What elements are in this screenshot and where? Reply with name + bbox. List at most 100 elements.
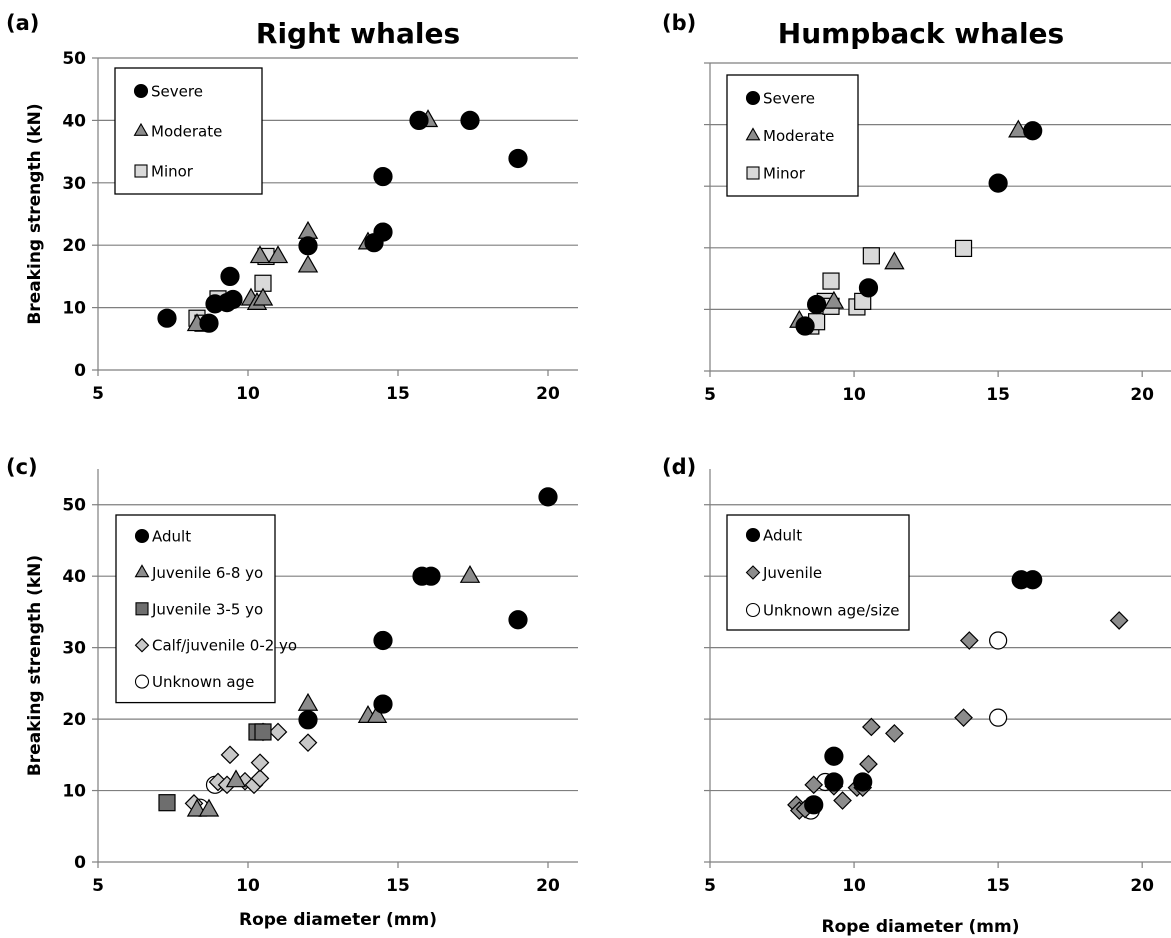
data-point <box>538 487 558 507</box>
y-tick-label: 40 <box>62 567 86 587</box>
legend-marker <box>745 565 761 580</box>
x-tick-label: 10 <box>236 876 260 896</box>
legend-marker <box>135 602 149 616</box>
x-tick-label: 5 <box>704 385 716 405</box>
x-axis-title: Rope diameter (mm) <box>239 910 437 930</box>
x-tick-label: 20 <box>536 384 560 404</box>
series-minor <box>802 239 973 335</box>
x-tick-label: 15 <box>386 384 410 404</box>
x-tick-label: 5 <box>704 876 716 896</box>
x-tick-label: 15 <box>986 385 1010 405</box>
legend-entry: Adult <box>763 527 802 545</box>
legend-marker <box>134 637 150 653</box>
legend-entry: Unknown age/size <box>763 602 899 620</box>
x-tick-label: 20 <box>1130 385 1154 405</box>
legend-marker <box>133 122 149 136</box>
x-tick-label: 10 <box>842 385 866 405</box>
legend-marker <box>745 527 761 543</box>
data-point <box>824 772 844 792</box>
panel-letter: (d) <box>662 455 696 479</box>
data-point <box>254 723 272 741</box>
x-tick-label: 20 <box>536 876 560 896</box>
data-point <box>508 148 528 169</box>
legend-marker <box>745 127 761 141</box>
legend-entry: Juvenile 6-8 yo <box>151 564 263 582</box>
x-tick-label: 10 <box>842 876 866 896</box>
data-point <box>959 631 979 650</box>
legend: Severe Moderate Minor <box>114 67 263 195</box>
legend: Adult Juvenile Unknown age/size <box>726 514 910 631</box>
chart-panel-4: (d) 5 10 15 20 Rope diameter (mm) Adult Juvenil… <box>662 455 1171 937</box>
data-point <box>298 710 318 730</box>
y-tick-label: 30 <box>62 174 86 194</box>
data-point <box>373 694 393 714</box>
data-point <box>225 769 247 788</box>
data-point <box>508 610 528 630</box>
legend: Severe Moderate Minor <box>726 74 859 197</box>
series-adult <box>298 487 558 730</box>
legend-marker <box>745 90 761 106</box>
data-point <box>859 754 878 774</box>
legend-entry: Severe <box>763 90 815 108</box>
data-point <box>989 631 1008 650</box>
data-point <box>373 166 393 187</box>
data-point <box>297 254 319 273</box>
data-point <box>804 795 824 815</box>
data-point <box>823 290 845 309</box>
data-point <box>884 251 905 270</box>
legend-entry: Moderate <box>763 127 834 145</box>
data-point <box>459 564 481 583</box>
data-point <box>824 746 844 766</box>
data-point <box>199 313 219 333</box>
legend-entry: Adult <box>152 528 191 546</box>
chart-title: Humpback whales <box>778 17 1064 50</box>
data-point <box>795 316 815 336</box>
data-point <box>373 630 393 651</box>
x-tick-label: 10 <box>236 384 260 404</box>
legend-marker <box>133 83 149 99</box>
data-point <box>366 705 388 723</box>
legend-entry: Minor <box>763 165 806 183</box>
data-point <box>298 733 318 753</box>
legend-marker <box>134 528 150 544</box>
data-point <box>954 239 973 258</box>
legend-entry: Juvenile <box>762 564 822 582</box>
data-point <box>858 278 879 298</box>
series-severe <box>795 121 1043 336</box>
panel-letter: (c) <box>6 455 38 479</box>
legend-marker <box>134 564 150 578</box>
legend-entry: Juvenile 3-5 yo <box>151 600 263 618</box>
data-point <box>250 769 270 788</box>
data-point <box>1008 119 1029 138</box>
data-point <box>373 222 393 242</box>
x-tick-label: 20 <box>1130 876 1154 896</box>
x-tick-label: 15 <box>986 876 1010 896</box>
data-point <box>223 289 243 310</box>
y-tick-label: 10 <box>62 782 86 802</box>
x-tick-label: 15 <box>386 876 410 896</box>
chart-panel-3: (c) 0 10 20 30 40 50 5 10 15 20 Breaking strength (… <box>6 455 578 930</box>
data-point <box>885 724 904 743</box>
legend-marker <box>745 602 761 618</box>
data-point <box>158 794 176 812</box>
data-point <box>421 566 441 586</box>
y-tick-label: 40 <box>62 111 86 131</box>
x-tick-label: 5 <box>92 876 104 896</box>
x-axis-title: Rope diameter (mm) <box>821 917 1019 937</box>
y-tick-label: 50 <box>62 496 86 516</box>
data-point <box>267 245 289 264</box>
y-tick-label: 30 <box>62 639 86 659</box>
data-point <box>297 692 319 711</box>
legend: Adult Juvenile 6-8 yo Juvenile 3-5 yo Calf/… <box>115 514 297 704</box>
panel-letter: (b) <box>662 11 696 35</box>
data-point <box>268 722 288 742</box>
data-point <box>460 110 480 131</box>
y-tick-label: 0 <box>74 853 86 873</box>
data-point <box>1109 611 1129 630</box>
chart-title: Right whales <box>256 17 460 50</box>
y-axis-title: Breaking strength (kN) <box>25 103 45 324</box>
y-axis-title: Breaking strength (kN) <box>25 555 45 776</box>
data-point <box>297 220 319 239</box>
data-point <box>409 110 429 131</box>
legend-entry: Unknown age <box>152 673 254 691</box>
